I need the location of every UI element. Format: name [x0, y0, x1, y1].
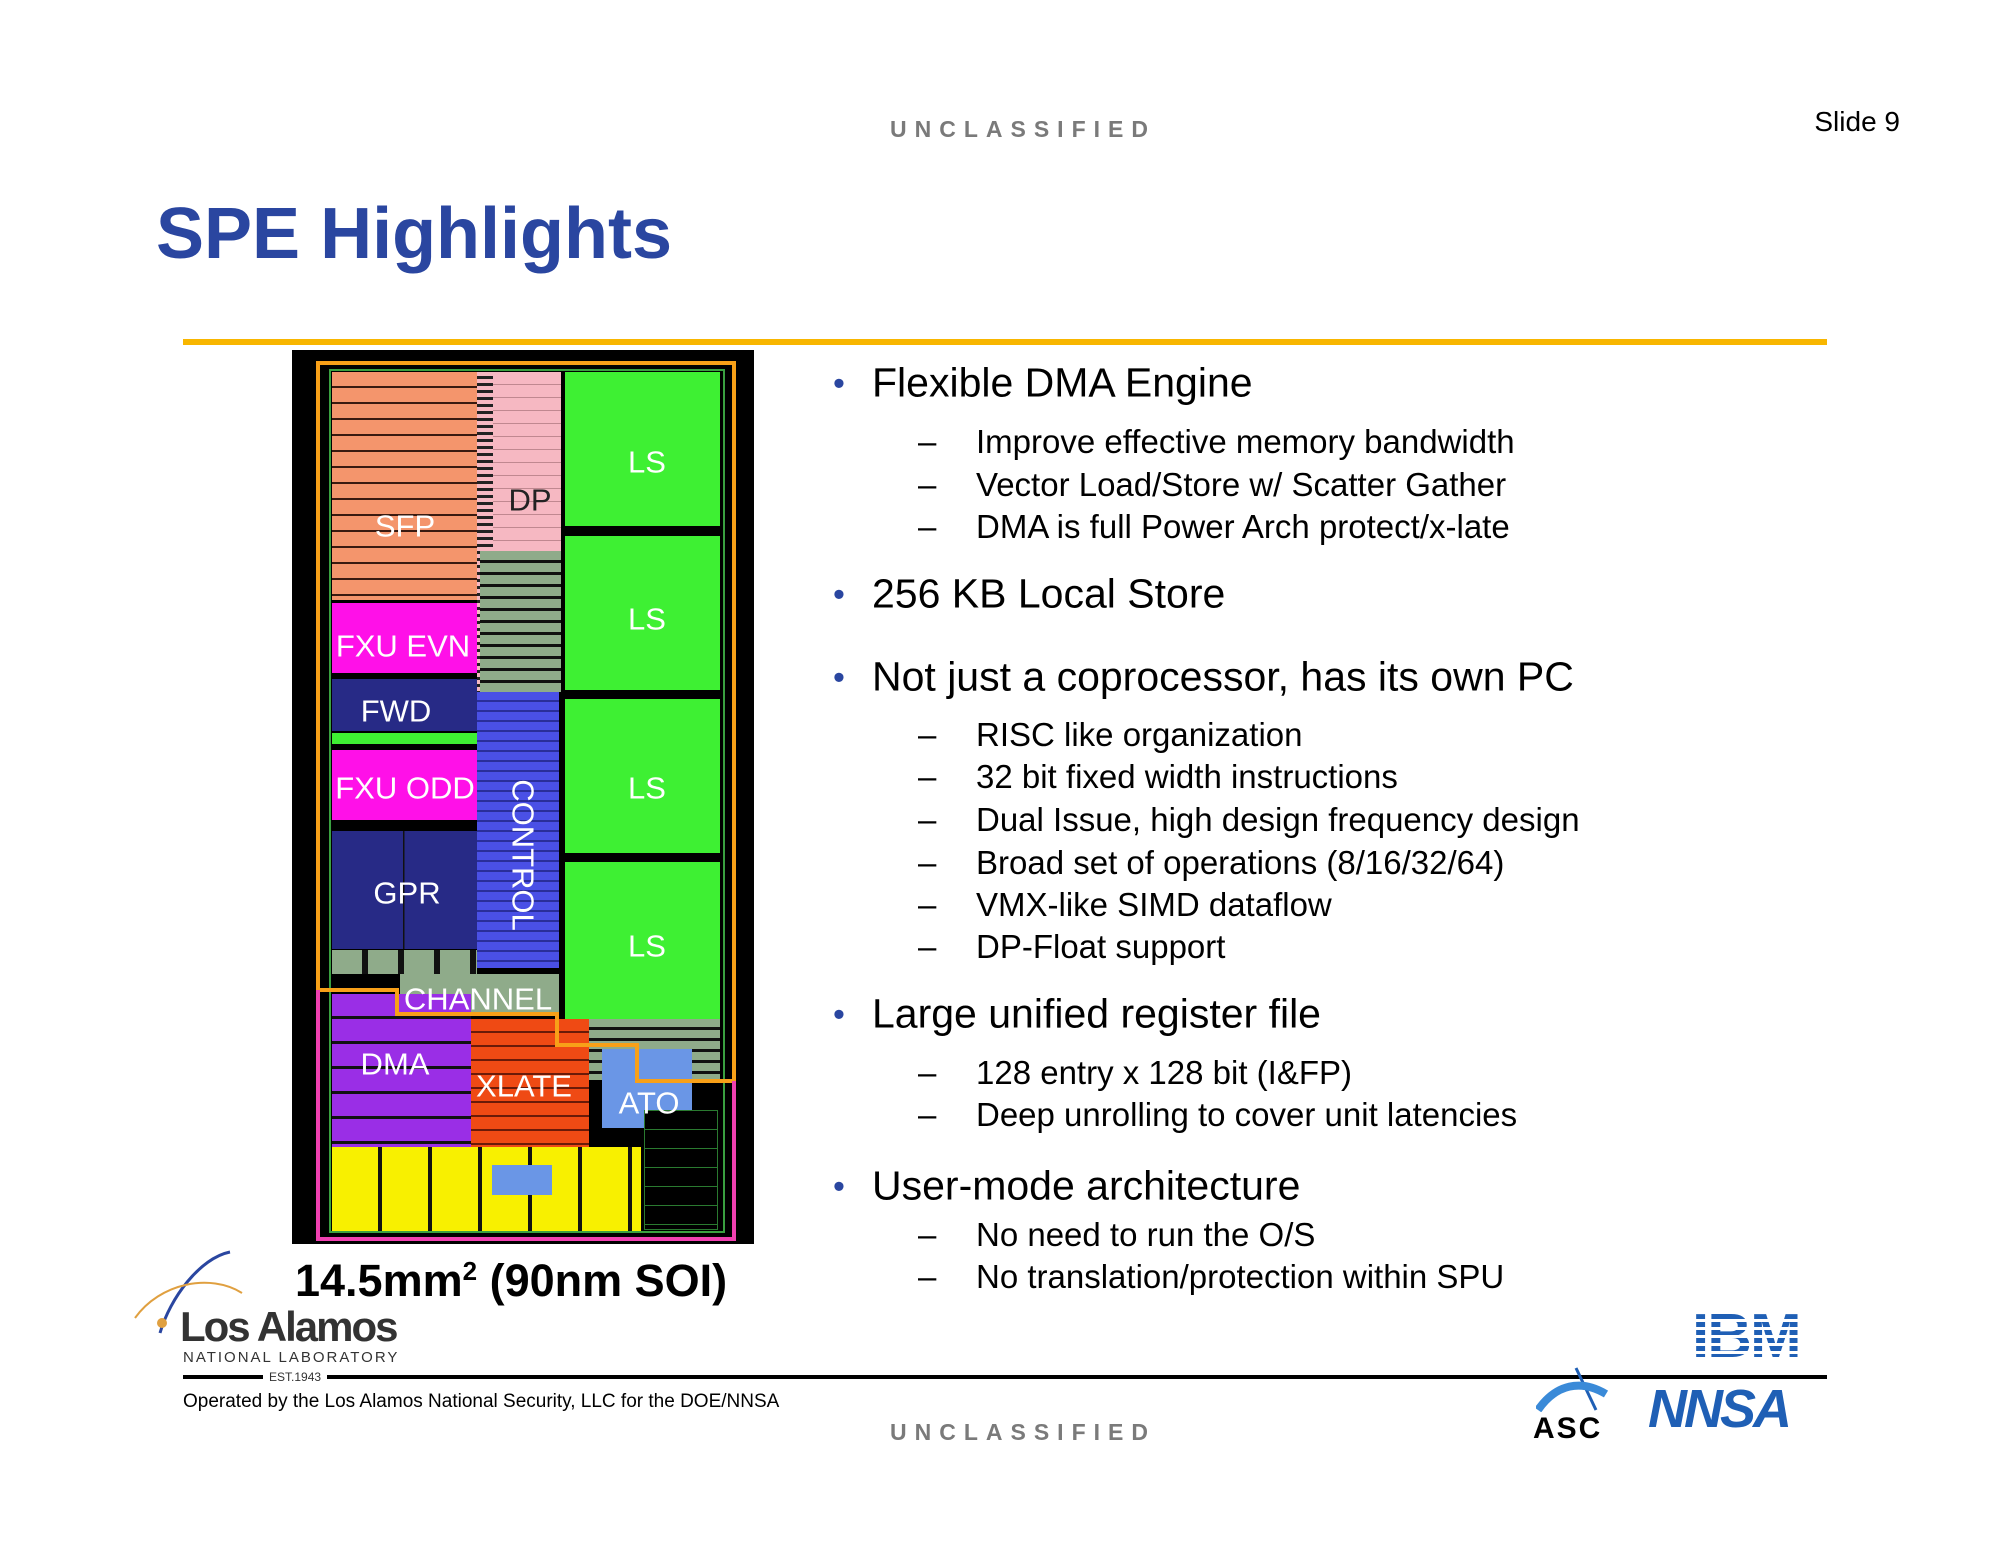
control-block — [477, 692, 559, 968]
caption-superscript: 2 — [462, 1256, 478, 1286]
yellow-block — [332, 1147, 641, 1231]
sub-bullet: – Dual Issue, high design frequency desig… — [918, 801, 1580, 839]
bullet-icon: • — [833, 658, 845, 697]
sub-bullet-text: Deep unrolling to cover unit latencies — [976, 1096, 1518, 1134]
sub-bullet: – DP-Float support — [918, 928, 1226, 966]
label-gpr: GPR — [373, 875, 441, 911]
sub-bullet: – RISC like organization — [918, 716, 1303, 754]
label-dma: DMA — [360, 1046, 430, 1082]
label-ls: LS — [628, 928, 666, 964]
sub-bullet-text: Vector Load/Store w/ Scatter Gather — [976, 466, 1507, 504]
asc-logo: ASC — [1533, 1412, 1603, 1445]
label-channel: CHANNEL — [403, 981, 553, 1017]
spu-outline — [316, 361, 736, 1083]
bullet-text: Flexible DMA Engine — [872, 359, 1253, 406]
classification-bottom: UNCLASSIFIED — [890, 1419, 1156, 1445]
fxu-odd-block — [332, 750, 477, 820]
sub-bullet: – VMX-like SIMD dataflow — [918, 886, 1332, 924]
sub-bullet-text: No translation/protection within SPU — [976, 1258, 1505, 1296]
los-alamos-swoosh-icon — [134, 1250, 243, 1334]
classification-top: UNCLASSIFIED — [890, 116, 1156, 142]
sfp-block — [332, 372, 477, 600]
sub-bullet: – No need to run the O/S — [918, 1216, 1316, 1254]
yellow-blue-subblock — [492, 1165, 552, 1195]
caption-area: 14.5mm — [295, 1255, 463, 1306]
bullet-item: • Not just a coprocessor, has its own PC — [833, 653, 1574, 700]
label-fxu-odd: FXU ODD — [335, 770, 475, 806]
ls-block-3 — [565, 699, 720, 853]
bullet-item: • 256 KB Local Store — [833, 570, 1226, 617]
sub-bullet-text: 32 bit fixed width instructions — [976, 758, 1398, 796]
sub-bullet: – DMA is full Power Arch protect/x-late — [918, 508, 1510, 546]
ls-block-4 — [565, 862, 720, 1019]
label-fxu-evn: FXU EVN — [335, 628, 471, 664]
gpr-block — [332, 831, 477, 949]
sub-bullet-text: RISC like organization — [976, 716, 1303, 754]
los-alamos-logo-text: Los Alamos — [180, 1303, 398, 1350]
sub-bullet-text: 128 entry x 128 bit (I&FP) — [976, 1054, 1353, 1092]
sub-bullet: – Vector Load/Store w/ Scatter Gather — [918, 466, 1507, 504]
ls-block-1 — [565, 372, 720, 526]
label-ls: LS — [628, 770, 666, 806]
los-alamos-logo-subtitle: NATIONAL LABORATORY — [183, 1349, 400, 1366]
label-dp: DP — [508, 482, 552, 518]
dp-block — [493, 372, 561, 551]
sub-bullet-text: DMA is full Power Arch protect/x-late — [976, 508, 1510, 546]
die-caption: 14.5mm2 (90nm SOI) — [295, 1258, 727, 1303]
bullet-item: • User-mode architecture — [833, 1162, 1301, 1209]
asc-swoosh-icon — [1536, 1367, 1609, 1412]
footer-rule — [183, 1375, 1827, 1379]
sub-bullet: – No translation/protection within SPU — [918, 1258, 1505, 1296]
caption-process: (90nm SOI) — [477, 1255, 728, 1306]
operated-by-text: Operated by the Los Alamos National Secu… — [183, 1391, 780, 1412]
sub-bullet-text: Improve effective memory bandwidth — [976, 423, 1515, 461]
sub-bullet: – Broad set of operations (8/16/32/64) — [918, 844, 1505, 882]
label-fwd: FWD — [360, 693, 432, 729]
label-sfp: SFP — [374, 508, 436, 544]
ls-block-2 — [565, 536, 720, 690]
ibm-logo: IBM — [1692, 1302, 1802, 1371]
label-control: CONTROL — [505, 779, 541, 931]
sub-bullet-text: VMX-like SIMD dataflow — [976, 886, 1332, 924]
xlate-block — [471, 1019, 589, 1147]
misc-logic-block — [644, 1110, 718, 1230]
sub-bullet: – Deep unrolling to cover unit latencies — [918, 1096, 1518, 1134]
sub-bullet-text: DP-Float support — [976, 928, 1226, 966]
sub-bullet: – Improve effective memory bandwidth — [918, 423, 1515, 461]
bullet-item: • Large unified register file — [833, 990, 1321, 1037]
title-rule — [183, 339, 1827, 345]
sub-bullet: –128 entry x 128 bit (I&FP) — [918, 1054, 1353, 1092]
bullet-item: • Flexible DMA Engine — [833, 359, 1253, 406]
bullet-text: 256 KB Local Store — [872, 570, 1226, 617]
nnsa-logo: NNSA — [1648, 1379, 1792, 1439]
bullet-icon: • — [833, 995, 845, 1034]
bullet-text: Not just a coprocessor, has its own PC — [872, 653, 1574, 700]
slide-number: Slide 9 — [1814, 106, 1900, 137]
mfc-outline — [316, 990, 736, 1241]
bullet-text: Large unified register file — [872, 990, 1321, 1037]
fwd-block — [332, 679, 477, 731]
sub-bullet: –32 bit fixed width instructions — [918, 758, 1398, 796]
spe-die-floorplan: LS LS LS LS DP SFP FXU EVN FWD FXU ODD G… — [292, 350, 754, 1244]
label-xlate: XLATE — [476, 1068, 572, 1104]
fxu-evn-block — [332, 603, 477, 673]
dma-block — [332, 994, 471, 1147]
green-strip — [332, 733, 477, 744]
los-alamos-est: EST.1943 — [263, 1371, 328, 1383]
label-ls: LS — [628, 444, 666, 480]
label-ls: LS — [628, 601, 666, 637]
sub-bullet-text: No need to run the O/S — [976, 1216, 1316, 1254]
bullet-icon: • — [833, 1167, 845, 1206]
misc-gray-block — [480, 551, 561, 692]
bullet-icon: • — [833, 364, 845, 403]
die-inner-border — [329, 369, 725, 1233]
bullet-text: User-mode architecture — [872, 1162, 1301, 1209]
bullet-icon: • — [833, 575, 845, 614]
label-ato: ATO — [618, 1085, 680, 1121]
region-outlines — [316, 361, 736, 1241]
sub-bullet-text: Broad set of operations (8/16/32/64) — [976, 844, 1505, 882]
sub-bullet-text: Dual Issue, high design frequency design — [976, 801, 1580, 839]
slide-title: SPE Highlights — [156, 194, 673, 274]
gpr-gray-strip — [332, 950, 477, 974]
